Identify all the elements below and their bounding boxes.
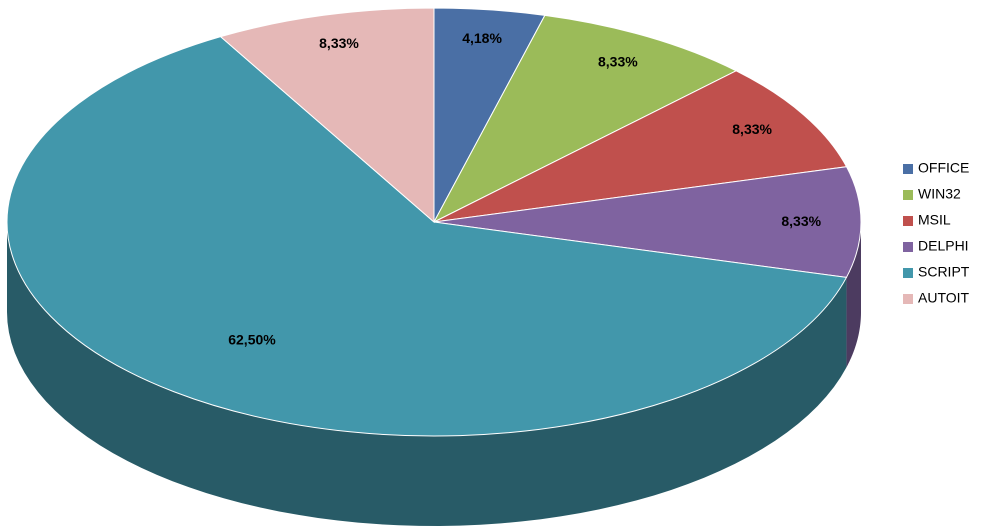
data-label: 8,33%: [781, 213, 821, 229]
legend-swatch: [903, 190, 913, 200]
data-label: 8,33%: [319, 35, 359, 51]
slice: [6, 36, 848, 437]
data-label: 8,33%: [598, 53, 638, 69]
data-label: 4,18%: [462, 30, 502, 46]
legend-label: OFFICE: [918, 160, 969, 176]
legend-swatch: [903, 216, 913, 226]
legend-swatch: [903, 242, 913, 252]
legend-label: MSIL: [918, 212, 951, 228]
legend-swatch: [903, 164, 913, 174]
legend-label: DELPHI: [918, 238, 969, 254]
data-label: 62,50%: [228, 332, 276, 348]
data-label: 8,33%: [732, 121, 772, 137]
slice: [219, 7, 435, 224]
slice: [433, 70, 848, 223]
legend-label: WIN32: [918, 186, 961, 202]
slice-side: [7, 222, 847, 526]
legend-swatch: [903, 268, 913, 278]
legend-label: AUTOIT: [918, 290, 970, 306]
legend-label: SCRIPT: [918, 264, 970, 280]
slice-side: [846, 222, 861, 368]
slice: [433, 166, 862, 278]
legend-swatch: [903, 294, 913, 304]
slice: [432, 14, 738, 224]
